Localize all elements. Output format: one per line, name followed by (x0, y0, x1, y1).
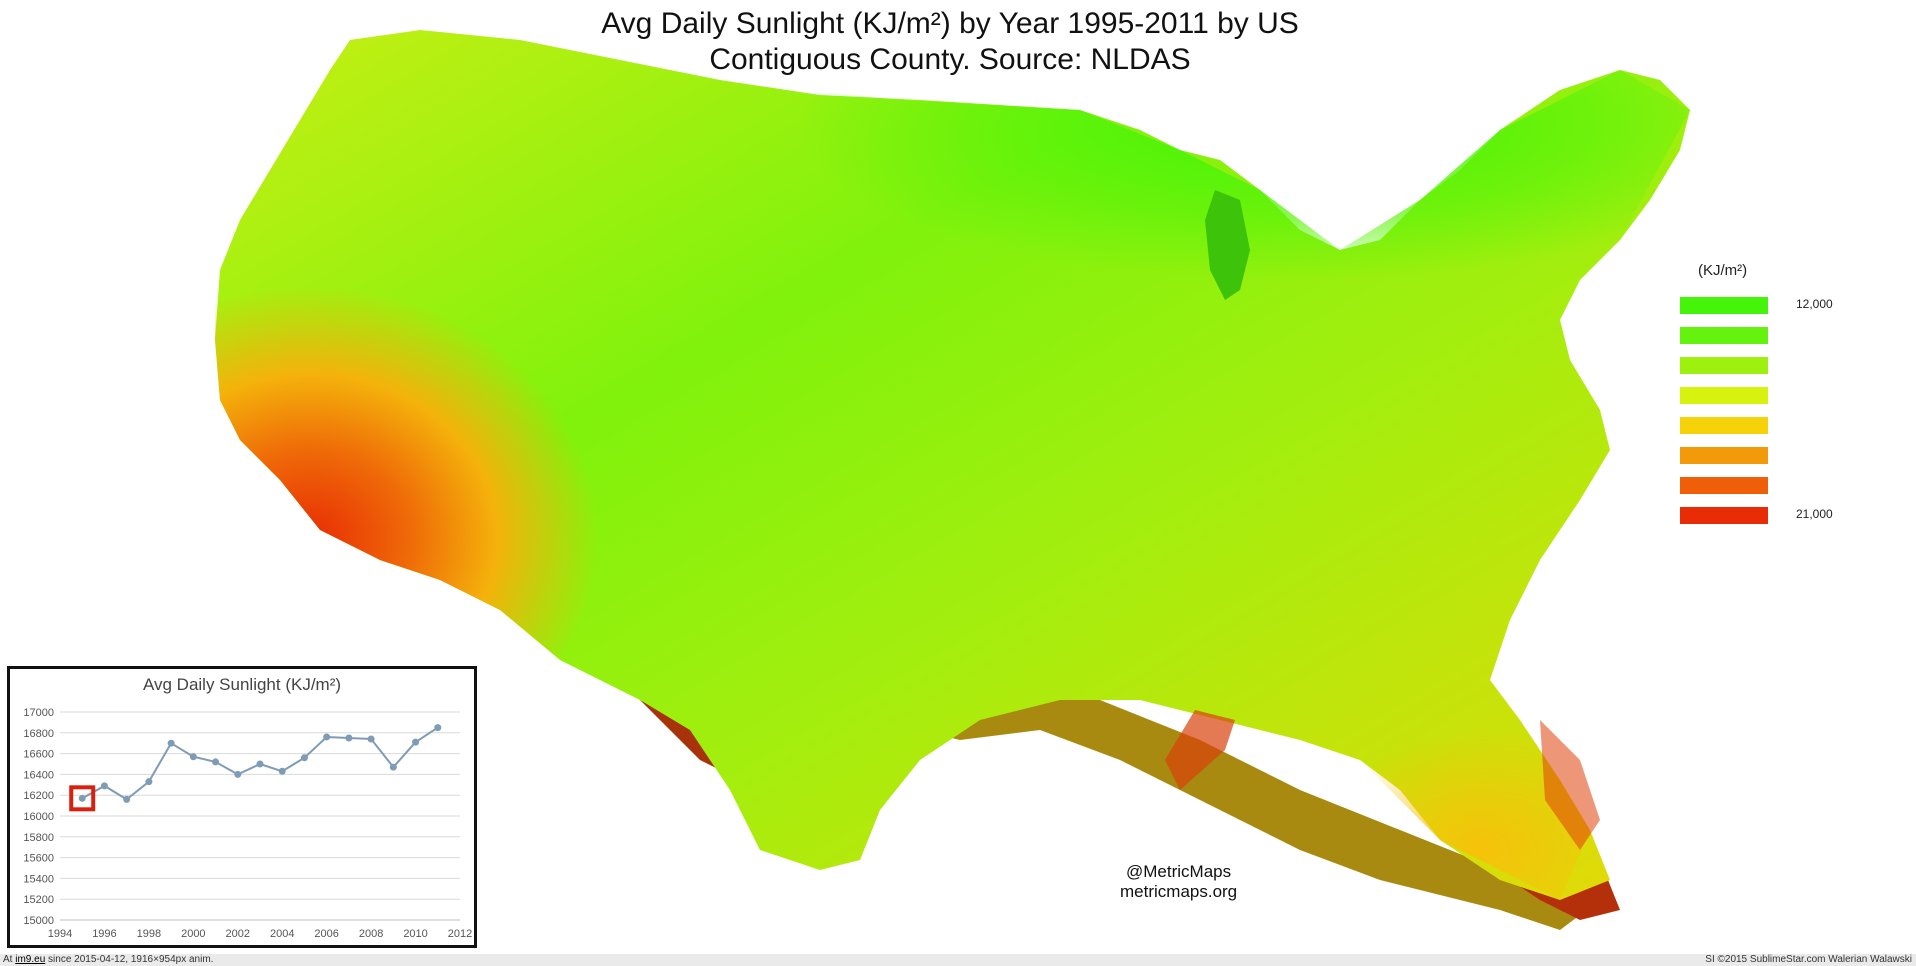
inset-x-tick-label: 2006 (314, 928, 338, 940)
inset-x-tick-label: 1998 (137, 928, 161, 940)
inset-y-tick-label: 17000 (23, 707, 54, 719)
gulf-extrusion (700, 680, 1600, 930)
legend-row (1680, 357, 1880, 379)
inset-y-tick-label: 15000 (23, 915, 54, 927)
inset-x-tick-label: 2010 (403, 928, 427, 940)
legend-swatch (1680, 327, 1768, 344)
legend-row (1680, 327, 1880, 349)
inset-x-tick-label: 2008 (359, 928, 383, 940)
legend-swatch (1680, 297, 1768, 314)
inset-data-point (78, 794, 86, 802)
inset-data-point (145, 778, 153, 786)
legend-row: 12,000 (1680, 297, 1880, 319)
inset-y-tick-label: 16400 (23, 769, 54, 781)
inset-x-tick-label: 2004 (270, 928, 294, 940)
inset-y-tick-label: 15200 (23, 894, 54, 906)
florida-coast-red (1540, 720, 1600, 850)
legend-unit: (KJ/m²) (1698, 262, 1748, 279)
texas-coast-red (1165, 710, 1235, 790)
inset-data-point (234, 770, 242, 778)
legend-swatch (1680, 507, 1768, 524)
credit-block: @MetricMaps metricmaps.org (1120, 862, 1237, 902)
map-title: Avg Daily Sunlight (KJ/m²) by Year 1995-… (560, 6, 1340, 78)
inset-data-point (256, 760, 264, 768)
color-legend: (KJ/m²) 12,000 21,000 (1680, 262, 1880, 537)
inset-y-tick-label: 16000 (23, 811, 54, 823)
inset-data-point (389, 763, 397, 771)
inset-x-tick-label: 2002 (226, 928, 250, 940)
inset-data-point (167, 739, 175, 747)
inset-y-tick-label: 16200 (23, 790, 54, 802)
inset-data-point (323, 733, 331, 741)
southeast-yellow-overlay (1100, 560, 1590, 900)
lake-michigan (1205, 190, 1250, 300)
northeast-green-overlay (700, 70, 1690, 380)
legend-swatch (1680, 477, 1768, 494)
legend-swatch (1680, 417, 1768, 434)
inset-data-point (278, 767, 286, 775)
footer-prefix: At (3, 954, 13, 965)
inset-x-tick-label: 1996 (92, 928, 116, 940)
southwest-heat-overlay (215, 240, 740, 700)
legend-row (1680, 387, 1880, 409)
legend-swatches: 12,000 21,000 (1680, 297, 1880, 529)
map-title-line-1: Avg Daily Sunlight (KJ/m²) by Year 1995-… (601, 7, 1299, 40)
legend-swatch (1680, 357, 1768, 374)
inset-y-tick-label: 15800 (23, 832, 54, 844)
map-title-line-2: Contiguous County. Source: NLDAS (709, 43, 1191, 76)
inset-data-point (345, 734, 353, 742)
footer-left: At im9.eu since 2015-04-12, 1916×954px a… (3, 954, 213, 966)
legend-row (1680, 447, 1880, 469)
legend-min-label: 12,000 (1796, 297, 1833, 311)
inset-line-chart: Avg Daily Sunlight (KJ/m²) 15000 15200 154… (7, 666, 477, 948)
inset-chart-canvas: 15000 15200 15400 15600 15800 16000 16200 16400… (23, 707, 472, 940)
legend-row: 21,000 (1680, 507, 1880, 529)
legend-row (1680, 477, 1880, 499)
inset-x-tick-label: 2012 (448, 928, 472, 940)
footer-copyright: SI ©2015 SublimeStar.com Walerian Walaws… (1705, 954, 1912, 965)
inset-data-point (434, 724, 442, 732)
footer-bar: At im9.eu since 2015-04-12, 1916×954px a… (0, 954, 1916, 966)
footer-info: since 2015-04-12, 1916×954px anim. (48, 954, 214, 965)
footer-site-link[interactable]: im9.eu (15, 954, 46, 965)
legend-max-label: 21,000 (1796, 507, 1833, 521)
inset-y-tick-label: 15400 (23, 873, 54, 885)
credit-handle: @MetricMaps (1126, 862, 1232, 881)
inset-y-tick-label: 16600 (23, 749, 54, 761)
inset-x-tick-label: 1994 (48, 928, 72, 940)
legend-swatch (1680, 387, 1768, 404)
inset-y-tick-label: 15600 (23, 853, 54, 865)
inset-data-point (100, 782, 108, 790)
inset-highlight-box (69, 785, 96, 812)
inset-data-point (212, 758, 220, 766)
inset-data-point (300, 754, 308, 762)
inset-data-point (412, 738, 420, 746)
inset-x-tick-label: 2000 (181, 928, 205, 940)
legend-row (1680, 417, 1880, 439)
inset-data-point (189, 753, 197, 761)
credit-site: metricmaps.org (1120, 882, 1238, 901)
inset-data-point (123, 795, 131, 803)
inset-y-tick-label: 16800 (23, 728, 54, 740)
inset-chart-title: Avg Daily Sunlight (KJ/m²) (142, 675, 342, 694)
legend-swatch (1680, 447, 1768, 464)
inset-data-point (367, 735, 375, 743)
